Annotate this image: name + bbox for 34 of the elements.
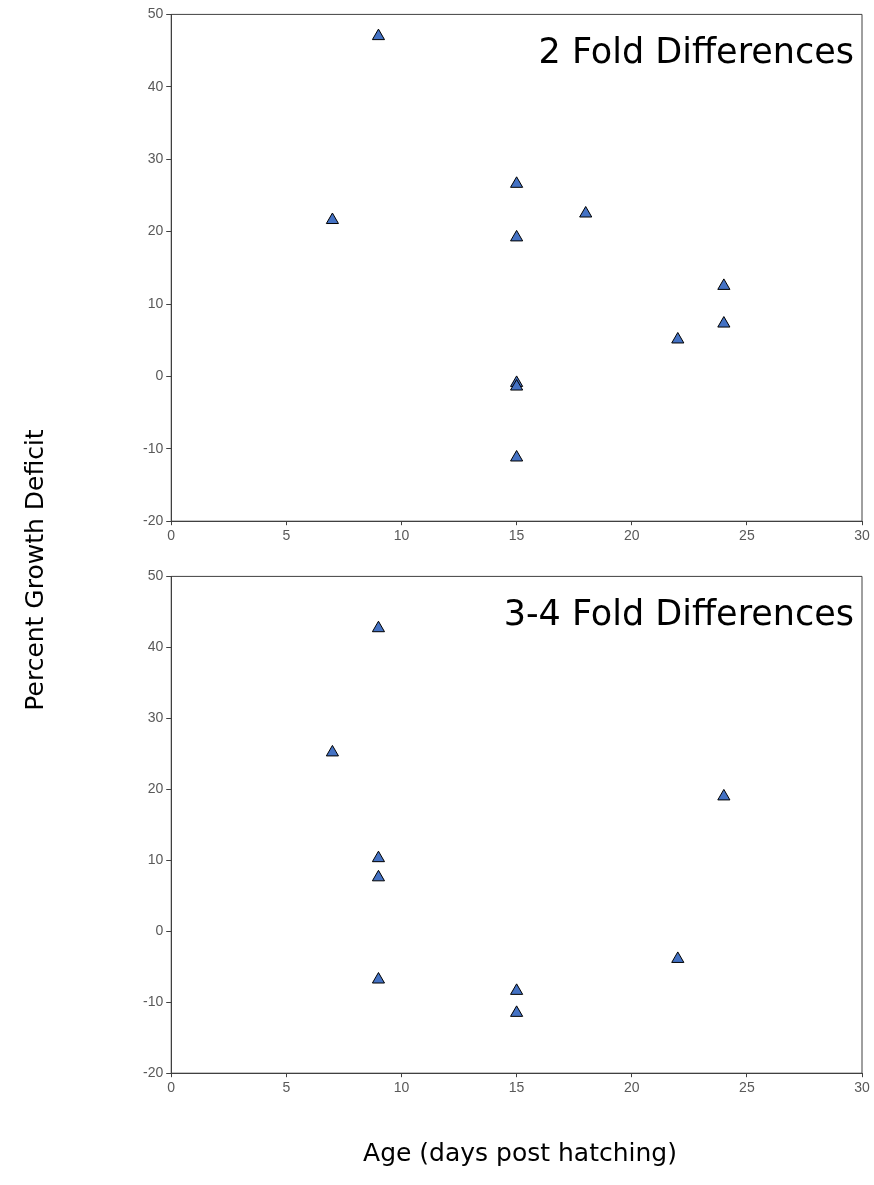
x-tick-label: 15 xyxy=(508,527,525,544)
annotation: 2 Fold Differences xyxy=(538,30,854,71)
y-tick-label: 40 xyxy=(147,638,164,655)
x-tick-label: 30 xyxy=(854,527,870,544)
y-axis-title: Percent Growth Deficit xyxy=(19,429,49,711)
x-tick-label: 5 xyxy=(282,527,291,544)
y-tick-label: 20 xyxy=(147,222,164,239)
y-tick-label: -20 xyxy=(143,512,164,529)
x-tick-label: 25 xyxy=(739,527,755,544)
y-tick-label: -20 xyxy=(143,1064,164,1081)
x-tick-label: 30 xyxy=(854,1079,870,1096)
y-tick-label: 40 xyxy=(147,77,164,94)
x-tick-label: 20 xyxy=(623,1079,640,1096)
x-tick-label: 0 xyxy=(167,1079,176,1096)
x-tick-label: 10 xyxy=(393,1079,410,1096)
y-tick-label: 50 xyxy=(147,567,164,584)
y-tick-label: 30 xyxy=(147,709,164,726)
y-tick-label: -10 xyxy=(143,993,164,1010)
annotation: 3-4 Fold Differences xyxy=(503,592,854,633)
y-tick-label: -10 xyxy=(143,439,164,456)
x-tick-label: 0 xyxy=(167,527,176,544)
x-tick-label: 20 xyxy=(623,527,640,544)
y-tick-label: 0 xyxy=(155,922,164,939)
y-tick-label: 10 xyxy=(147,851,164,868)
y-tick-label: 10 xyxy=(147,294,164,311)
y-tick-label: 30 xyxy=(147,150,164,167)
x-tick-label: 5 xyxy=(282,1079,291,1096)
x-tick-label: 25 xyxy=(739,1079,755,1096)
y-tick-label: 0 xyxy=(155,367,164,384)
x-axis-title: Age (days post hatching) xyxy=(363,1138,677,1167)
y-tick-label: 50 xyxy=(147,5,164,22)
y-tick-label: 20 xyxy=(147,780,164,797)
x-tick-label: 15 xyxy=(508,1079,525,1096)
x-tick-label: 10 xyxy=(393,527,410,544)
